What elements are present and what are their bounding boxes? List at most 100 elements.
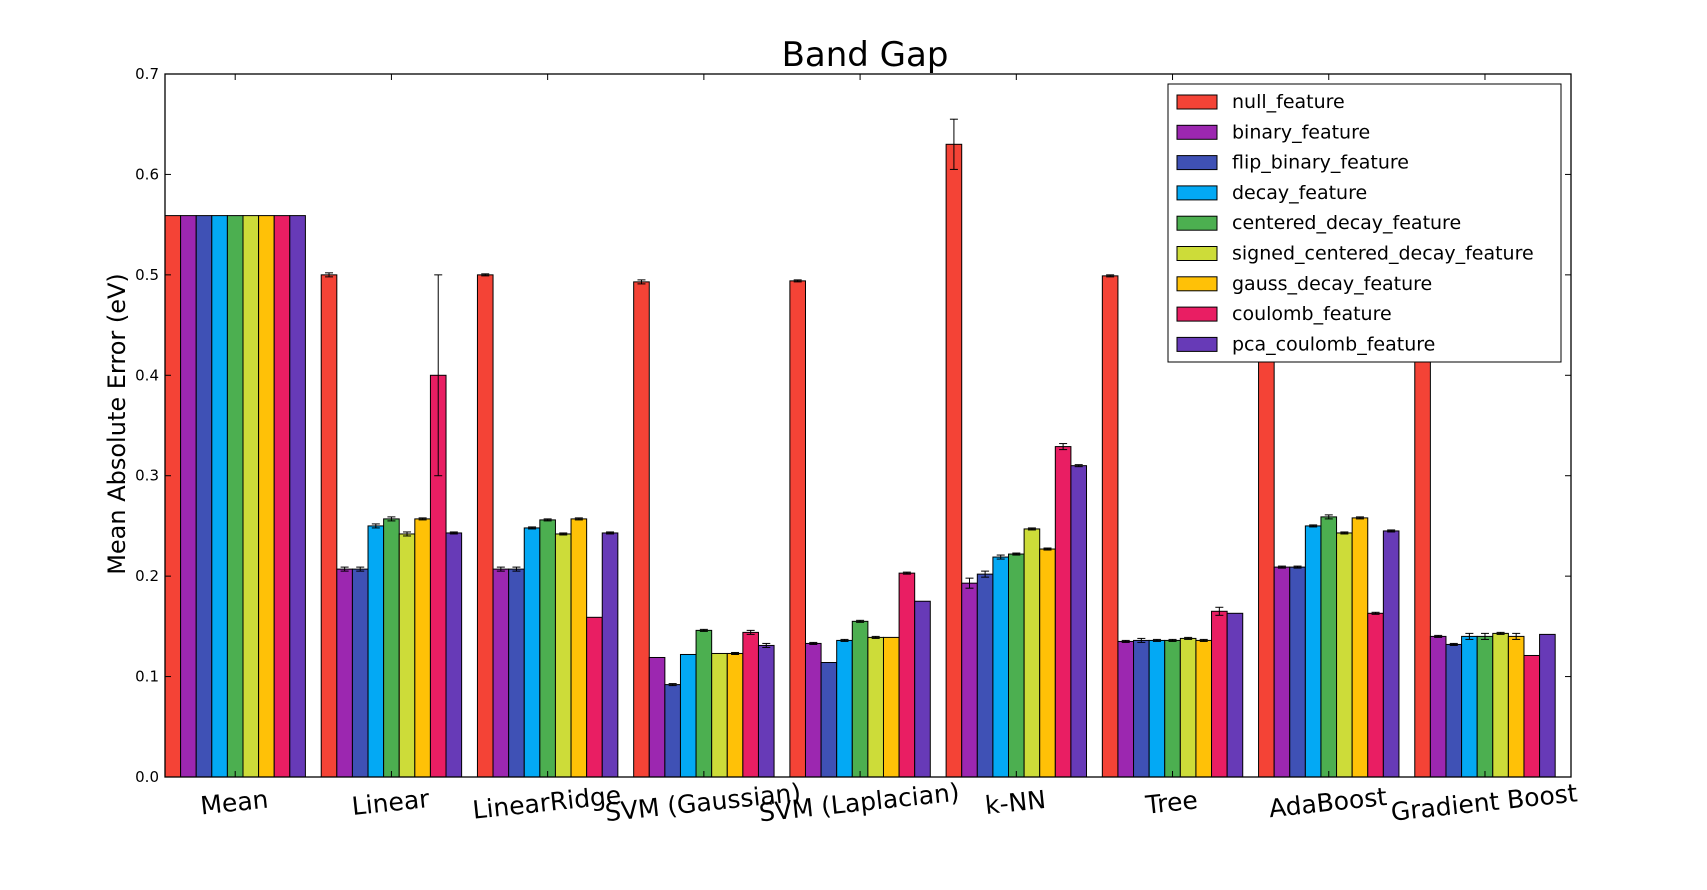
- bar-centered_decay_feature-0: [226, 215, 244, 778]
- legend: null_feature binary_feature flip_binary_fe…: [1167, 83, 1562, 363]
- bar-pca_coulomb_feature-7: [1382, 530, 1400, 778]
- bar-decay_feature-7: [1304, 525, 1322, 778]
- x-tick-label: AdaBoost: [1267, 782, 1388, 823]
- bar-centered_decay_feature-5: [1008, 553, 1025, 778]
- bar-flip_binary_feature-3: [664, 684, 681, 778]
- bar-flip_binary_feature-0: [195, 215, 213, 778]
- bar-binary_feature-1: [336, 568, 353, 778]
- legend-label-pca_coulomb_feature: pca_coulomb_feature: [1232, 333, 1435, 355]
- bar-gauss_decay_feature-6: [1195, 639, 1213, 778]
- bar-decay_feature-8: [1461, 635, 1478, 778]
- bar-signed_centered_decay_feature-7: [1336, 532, 1353, 778]
- bar-binary_feature-6: [1117, 640, 1135, 778]
- bar-gauss_decay_feature-2: [570, 518, 588, 778]
- bar-flip_binary_feature-8: [1445, 643, 1463, 778]
- bar-binary_feature-0: [180, 215, 197, 778]
- bar-gauss_decay_feature-1: [414, 518, 431, 778]
- bar-null_feature-4: [789, 280, 806, 778]
- bar-pca_coulomb_feature-0: [289, 215, 306, 778]
- bar-pca_coulomb_feature-3: [757, 644, 775, 778]
- y-tick-label: 0.7: [135, 65, 159, 83]
- bar-null_feature-0: [164, 215, 182, 778]
- bar-signed_centered_decay_feature-8: [1492, 632, 1509, 778]
- legend-label-signed_centered_decay_feature: signed_centered_decay_feature: [1232, 243, 1534, 265]
- x-tick-label: Tree: [1143, 785, 1199, 819]
- legend-label-binary_feature: binary_feature: [1232, 121, 1370, 143]
- bar-centered_decay_feature-4: [851, 620, 869, 778]
- bar-gauss_decay_feature-4: [882, 636, 900, 778]
- bar-gauss_decay_feature-0: [258, 215, 275, 778]
- y-tick-label: 0.5: [135, 266, 159, 284]
- bar-binary_feature-7: [1273, 566, 1291, 778]
- bar-decay_feature-6: [1148, 639, 1166, 778]
- bar-centered_decay_feature-3: [695, 629, 713, 778]
- legend-swatch-pca_coulomb_feature: [1176, 336, 1218, 352]
- bar-signed_centered_decay_feature-0: [242, 215, 260, 778]
- legend-label-flip_binary_feature: flip_binary_feature: [1232, 152, 1409, 174]
- bar-null_feature-6: [1101, 275, 1119, 778]
- bar-coulomb_feature-4: [898, 572, 916, 778]
- bar-coulomb_feature-8: [1523, 654, 1541, 778]
- bar-signed_centered_decay_feature-4: [867, 636, 884, 778]
- bar-gauss_decay_feature-5: [1039, 548, 1056, 778]
- bar-decay_feature-2: [523, 527, 541, 778]
- bar-flip_binary_feature-7: [1289, 566, 1306, 778]
- y-axis-ticks: 0.0 0.1 0.2 0.3 0.4 0.5 0.6 0.7: [135, 65, 1571, 786]
- bar-coulomb_feature-7: [1367, 612, 1384, 778]
- bar-signed_centered_decay_feature-1: [398, 533, 416, 778]
- x-tick-label: Linear: [350, 784, 431, 821]
- y-tick-label: 0.2: [135, 567, 159, 585]
- bar-signed_centered_decay_feature-2: [554, 533, 572, 778]
- bar-gauss_decay_feature-3: [726, 652, 744, 778]
- legend-label-centered_decay_feature: centered_decay_feature: [1232, 212, 1461, 234]
- bar-coulomb_feature-5: [1054, 446, 1072, 778]
- bar-flip_binary_feature-6: [1133, 639, 1150, 778]
- legend-label-null_feature: null_feature: [1232, 91, 1345, 113]
- bar-null_feature-7: [1258, 334, 1275, 778]
- bar-null_feature-1: [320, 274, 338, 778]
- bar-pca_coulomb_feature-4: [914, 600, 931, 778]
- bar-decay_feature-5: [992, 556, 1010, 778]
- y-axis-label: Mean Absolute Error (eV): [103, 273, 131, 575]
- x-tick-label: Gradient Boost: [1389, 778, 1579, 826]
- legend-label-coulomb_feature: coulomb_feature: [1232, 303, 1392, 325]
- legend-swatch-decay_feature: [1176, 185, 1218, 201]
- bar-signed_centered_decay_feature-3: [711, 652, 728, 778]
- bar-centered_decay_feature-6: [1164, 639, 1181, 778]
- plot-area-frame: [164, 73, 1572, 778]
- bar-binary_feature-4: [804, 642, 822, 778]
- x-tick-label: k-NN: [984, 785, 1048, 820]
- bar-flip_binary_feature-2: [508, 568, 525, 778]
- bar-centered_decay_feature-8: [1476, 635, 1494, 778]
- y-tick-label: 0.0: [135, 768, 159, 786]
- bar-centered_decay_feature-2: [539, 519, 556, 778]
- error-bars-layer: [325, 118, 1521, 687]
- legend-frame: [1167, 83, 1562, 363]
- bar-decay_feature-0: [211, 215, 228, 778]
- bar-decay_feature-4: [836, 639, 853, 778]
- x-tick-label: Mean: [199, 785, 270, 821]
- bar-binary_feature-3: [648, 656, 666, 778]
- bar-null_feature-2: [476, 274, 494, 778]
- bar-null_feature-8: [1414, 334, 1431, 778]
- bar-pca_coulomb_feature-1: [445, 532, 463, 778]
- bar-centered_decay_feature-7: [1320, 516, 1338, 778]
- bar-flip_binary_feature-4: [820, 662, 838, 778]
- legend-swatch-null_feature: [1176, 94, 1218, 110]
- bar-flip_binary_feature-5: [976, 573, 994, 778]
- bar-binary_feature-5: [961, 582, 978, 778]
- legend-swatch-signed_centered_decay_feature: [1176, 246, 1218, 261]
- legend-label-gauss_decay_feature: gauss_decay_feature: [1232, 273, 1432, 295]
- bar-gauss_decay_feature-7: [1351, 517, 1369, 778]
- bar-centered_decay_feature-1: [383, 518, 400, 778]
- y-tick-label: 0.6: [135, 165, 159, 183]
- bar-pca_coulomb_feature-8: [1539, 633, 1556, 778]
- bar-decay_feature-3: [679, 653, 697, 778]
- chart-title: Band Gap: [782, 35, 949, 75]
- bar-null_feature-3: [633, 281, 650, 778]
- legend-swatch-gauss_decay_feature: [1176, 276, 1218, 292]
- bar-decay_feature-1: [367, 525, 385, 778]
- y-tick-label: 0.4: [135, 366, 159, 384]
- legend-swatch-centered_decay_feature: [1176, 215, 1218, 231]
